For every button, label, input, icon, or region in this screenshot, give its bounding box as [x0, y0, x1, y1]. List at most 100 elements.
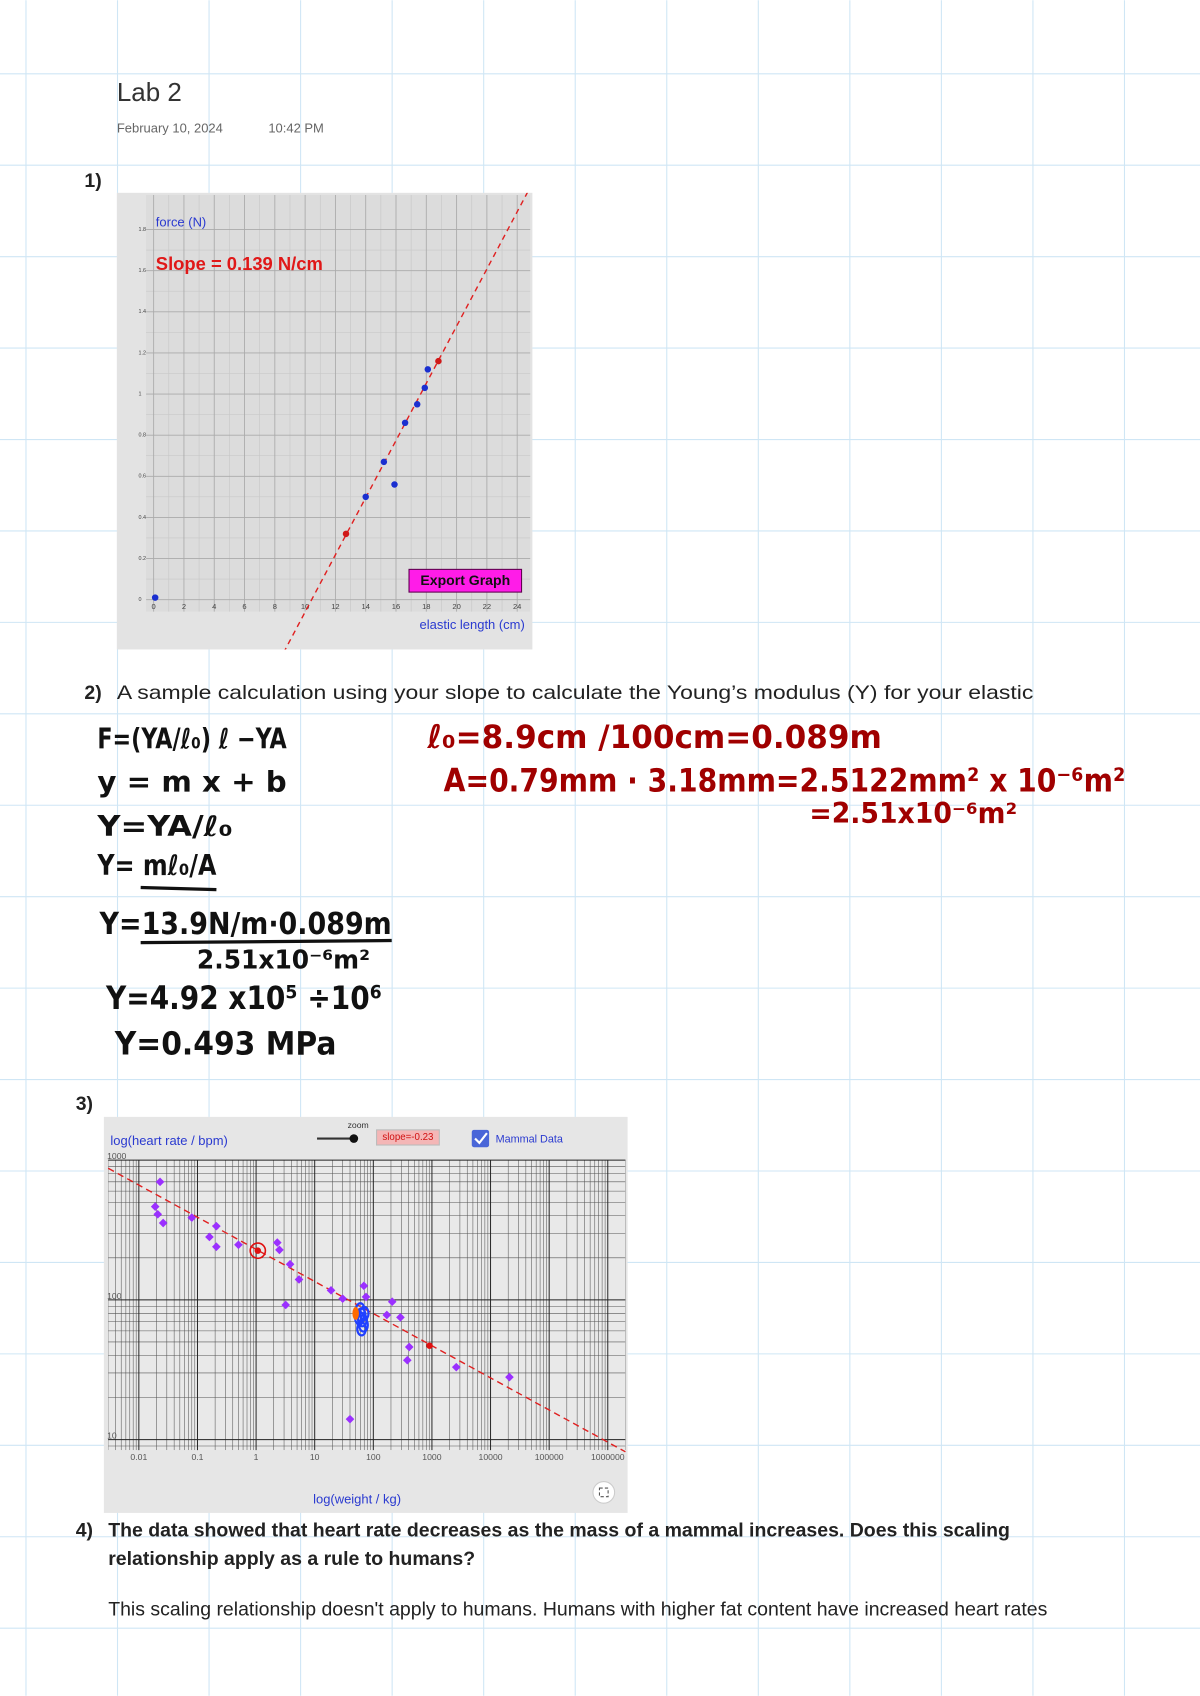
- x-tick-label: 12: [331, 602, 339, 611]
- data-point: [435, 357, 442, 365]
- data-point: [404, 1342, 414, 1352]
- zoom-knob[interactable]: [349, 1134, 359, 1143]
- data-point: [345, 1414, 355, 1424]
- data-point: [401, 419, 409, 427]
- fraction-bar: [140, 885, 217, 892]
- slope-box: [376, 1129, 440, 1146]
- mammal-checkbox[interactable]: [471, 1129, 490, 1148]
- y-tick-label: 1.4: [139, 309, 147, 315]
- x-tick-label: 10: [310, 1452, 320, 1462]
- x-tick-label: 0.01: [130, 1452, 147, 1462]
- handwriting: F=(YA/ℓ₀) ℓ −YA: [97, 722, 287, 755]
- handwriting: Y=0.493 MPa: [114, 1024, 337, 1062]
- x-axis-label: log(weight / kg): [313, 1491, 401, 1506]
- x-tick-label: 6: [242, 602, 246, 611]
- handwriting: Y= mℓ₀/A: [97, 849, 217, 882]
- x-tick-label: 10000: [479, 1452, 503, 1462]
- item-text: A sample calculation using your slope to…: [117, 682, 1034, 704]
- data-point: [342, 530, 350, 538]
- x-tick-label: 24: [513, 602, 521, 611]
- data-point: [426, 1342, 433, 1349]
- zoom-label: zoom: [348, 1120, 369, 1130]
- x-tick-label: 16: [392, 602, 400, 611]
- item-text-box: The data showed that heart rate decrease…: [108, 1519, 1010, 1570]
- fraction-bar: [140, 938, 392, 945]
- handwriting: Y=4.92 x10⁵ ÷10⁶: [105, 979, 382, 1017]
- export-button[interactable]: [408, 568, 523, 593]
- data-point: [505, 1372, 514, 1382]
- data-point: [380, 458, 388, 466]
- x-tick-label: 0: [152, 602, 156, 611]
- x-tick-label: 22: [483, 602, 491, 611]
- plot-area: [146, 194, 531, 612]
- answer-text: This scaling relationship doesn't apply …: [108, 1598, 1048, 1621]
- answer-box: This scaling relationship doesn't apply …: [108, 1598, 1048, 1621]
- data-point: [254, 1247, 262, 1254]
- y-axis-label: force (N): [156, 215, 206, 230]
- handwriting: y = m x + b: [97, 766, 286, 799]
- handwriting: =2.51x10⁻⁶m²: [809, 797, 1017, 830]
- handwriting: Y=YA/ℓ₀: [96, 810, 232, 843]
- force-chart: 0 2 4 6 8 10 12 14 16 18 20 22 2400.20.40.60.811.21.…: [116, 192, 533, 650]
- data-point: [361, 1292, 371, 1302]
- data-point: [396, 1313, 405, 1322]
- y-tick-label: 1.2: [139, 350, 147, 356]
- y-tick-label: 1.8: [139, 227, 147, 233]
- x-tick-label: 8: [273, 602, 277, 611]
- x-tick-label: 1000: [422, 1452, 441, 1462]
- y-tick-label: 100: [107, 1291, 122, 1301]
- data-point: [362, 493, 369, 501]
- page-date: February 10, 2024: [117, 120, 223, 135]
- data-point: [352, 1306, 359, 1320]
- plot-area: [108, 1160, 626, 1451]
- data-point: [421, 384, 429, 392]
- x-tick-label: 100: [366, 1452, 381, 1462]
- x-tick-label: 2: [182, 602, 186, 611]
- item-number: 1): [84, 170, 101, 192]
- legend-label[interactable]: Mammal Data: [496, 1133, 564, 1145]
- data-point: [281, 1300, 291, 1310]
- highlight-ring: [249, 1242, 267, 1260]
- checkmark[interactable]: [474, 1132, 488, 1145]
- x-tick-label: 100000: [535, 1452, 564, 1462]
- page-title: Lab 2: [117, 77, 182, 107]
- data-point: [424, 366, 432, 373]
- expand-icon[interactable]: [598, 1487, 609, 1498]
- expand-button[interactable]: [592, 1481, 616, 1504]
- handwriting: 2.51x10⁻⁶m²: [197, 946, 370, 976]
- x-tick-label: 14: [361, 602, 369, 611]
- item-text: The data showed that heart rate decrease…: [108, 1519, 1010, 1570]
- data-point: [359, 1281, 369, 1291]
- page-time: 10:42 PM: [268, 120, 324, 135]
- data-point: [275, 1245, 284, 1255]
- item-number: 3): [76, 1093, 93, 1115]
- data-point: [285, 1259, 295, 1269]
- slope-annotation: slope=-0.23: [382, 1132, 433, 1143]
- item-number: 4): [76, 1519, 93, 1541]
- x-tick-label: 4: [212, 602, 216, 611]
- y-tick-label: 1.6: [139, 268, 147, 274]
- y-tick-label: 1: [139, 391, 142, 397]
- export-button-label[interactable]: Export Graph: [420, 572, 510, 588]
- y-axis-label: log(heart rate / bpm): [110, 1133, 227, 1148]
- handwriting: A=0.79mm · 3.18mm=2.5122mm² x 10⁻⁶m²: [444, 762, 1126, 800]
- slope-annotation: Slope = 0.139 N/cm: [156, 253, 323, 274]
- y-tick-label: 0: [139, 597, 142, 603]
- y-tick-label: 0.4: [139, 515, 147, 521]
- data-point: [413, 401, 421, 408]
- data-point: [338, 1294, 347, 1304]
- y-tick-label: 0.6: [139, 474, 147, 480]
- data-point: [391, 481, 398, 488]
- fit-line: [284, 192, 529, 650]
- data-point: [387, 1297, 397, 1307]
- x-tick-label: 1: [254, 1452, 259, 1462]
- y-tick-label: 0.8: [139, 433, 147, 439]
- minor-grid: [108, 1160, 626, 1451]
- item-number: 2): [84, 682, 101, 704]
- x-axis-label: elastic length (cm): [420, 617, 525, 632]
- x-tick-label: 20: [452, 602, 460, 611]
- heart-rate-chart: 0.01 0.1 1 10 100 1000 10000 100000 1000000 10 100…: [103, 1116, 628, 1513]
- handwriting: ℓ₀=8.9cm /100cm=0.089m: [426, 718, 881, 756]
